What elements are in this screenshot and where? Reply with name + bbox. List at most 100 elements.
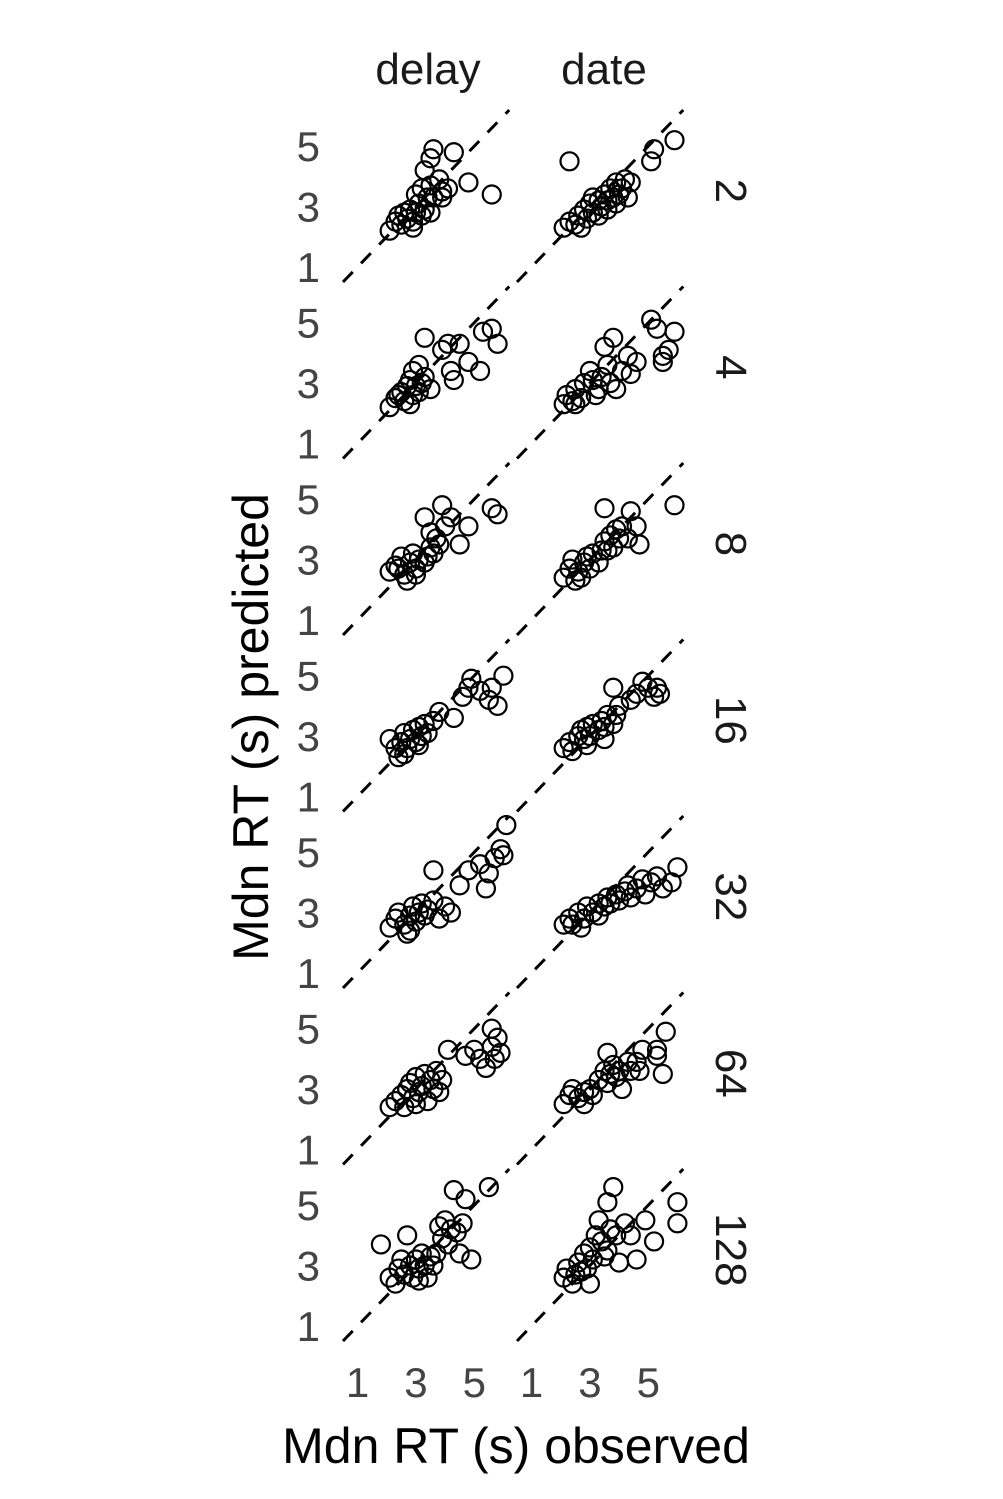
data-point bbox=[397, 1225, 418, 1246]
data-point bbox=[414, 327, 435, 348]
data-point bbox=[440, 507, 462, 528]
y-tick-labels: 5 3 1 5 3 1 5 3 1 5 3 1 5 3 1 5 3 1 5 3 1 bbox=[297, 123, 320, 1350]
data-point bbox=[626, 1051, 647, 1073]
data-point bbox=[655, 1021, 676, 1042]
data-point bbox=[608, 528, 630, 549]
data-point bbox=[388, 385, 409, 406]
identity-line bbox=[515, 991, 685, 1166]
data-point bbox=[481, 184, 502, 205]
data-point bbox=[399, 552, 421, 573]
identity-line bbox=[515, 108, 685, 284]
data-point bbox=[632, 869, 653, 890]
y-tick-label: 1 bbox=[297, 244, 320, 291]
data-point bbox=[496, 814, 517, 836]
data-point bbox=[667, 857, 688, 878]
data-point bbox=[617, 187, 638, 208]
data-point bbox=[608, 1252, 630, 1273]
data-point bbox=[449, 333, 470, 354]
y-tick-label: 5 bbox=[297, 1006, 320, 1053]
data-point bbox=[579, 1273, 601, 1294]
column-titles: delay date bbox=[375, 45, 646, 94]
data-point bbox=[594, 716, 615, 738]
y-tick-label: 5 bbox=[297, 829, 320, 876]
data-point bbox=[652, 1063, 673, 1085]
data-point bbox=[664, 321, 685, 342]
data-point bbox=[493, 665, 514, 686]
data-point bbox=[626, 1249, 647, 1270]
data-point bbox=[571, 567, 592, 588]
data-point bbox=[388, 1258, 409, 1279]
data-point bbox=[414, 160, 435, 181]
data-point bbox=[620, 363, 641, 385]
data-point bbox=[658, 339, 679, 360]
data-point bbox=[429, 1216, 450, 1237]
x-tick-label: 5 bbox=[637, 1359, 660, 1406]
data-point bbox=[553, 738, 574, 759]
data-point bbox=[614, 1213, 636, 1234]
row-labels: 2 4 8 16 32 64 128 bbox=[706, 179, 755, 1287]
data-point bbox=[620, 1225, 641, 1246]
data-point bbox=[379, 1097, 400, 1118]
data-point bbox=[391, 214, 412, 235]
data-point bbox=[643, 139, 665, 160]
data-point bbox=[411, 893, 432, 914]
data-point bbox=[606, 378, 627, 400]
data-point bbox=[493, 845, 514, 866]
data-point bbox=[423, 890, 444, 911]
x-tick-label: 3 bbox=[578, 1359, 601, 1406]
row-label-128: 128 bbox=[706, 1213, 755, 1286]
data-point bbox=[458, 172, 479, 193]
data-point bbox=[408, 354, 429, 376]
panel-date-8 bbox=[515, 461, 685, 637]
identity-line bbox=[341, 638, 511, 813]
panel-delay-16 bbox=[341, 638, 514, 813]
data-point bbox=[626, 351, 647, 373]
panel-delay-4 bbox=[341, 285, 511, 460]
data-point bbox=[571, 917, 592, 938]
panel-delay-8 bbox=[341, 461, 511, 637]
data-point bbox=[620, 689, 641, 710]
data-point bbox=[443, 1180, 464, 1201]
data-point bbox=[420, 202, 441, 223]
data-point bbox=[649, 683, 671, 704]
data-point bbox=[611, 1078, 633, 1100]
data-point bbox=[399, 1255, 421, 1276]
data-point bbox=[641, 151, 662, 172]
data-point bbox=[417, 1267, 438, 1288]
data-point bbox=[429, 908, 450, 929]
data-point bbox=[394, 744, 415, 765]
data-point bbox=[664, 130, 685, 151]
data-point bbox=[405, 564, 427, 585]
data-point bbox=[475, 878, 497, 899]
y-tick-label: 5 bbox=[297, 123, 320, 170]
identity-line bbox=[341, 285, 511, 460]
x-tick-label: 5 bbox=[463, 1359, 486, 1406]
data-point bbox=[472, 321, 494, 342]
data-point bbox=[414, 713, 435, 735]
y-tick-label: 3 bbox=[297, 537, 320, 584]
data-point bbox=[597, 199, 618, 220]
data-point bbox=[408, 1270, 429, 1291]
data-point bbox=[452, 1213, 473, 1234]
panel-delay-2 bbox=[341, 108, 511, 284]
data-point bbox=[420, 148, 441, 169]
data-point bbox=[487, 504, 508, 525]
data-point bbox=[440, 902, 462, 923]
data-point bbox=[565, 394, 586, 415]
data-point bbox=[562, 391, 583, 412]
data-point bbox=[429, 1081, 450, 1103]
data-point bbox=[576, 735, 598, 756]
y-tick-label: 1 bbox=[297, 420, 320, 467]
identity-line bbox=[515, 638, 685, 813]
data-point bbox=[455, 1189, 476, 1210]
data-point bbox=[571, 217, 592, 238]
row-label-2: 2 bbox=[706, 179, 755, 203]
data-point bbox=[591, 540, 612, 561]
data-point bbox=[443, 707, 464, 729]
panels bbox=[341, 108, 688, 1343]
data-point bbox=[434, 896, 456, 917]
identity-line bbox=[341, 461, 511, 637]
data-point bbox=[582, 713, 603, 735]
